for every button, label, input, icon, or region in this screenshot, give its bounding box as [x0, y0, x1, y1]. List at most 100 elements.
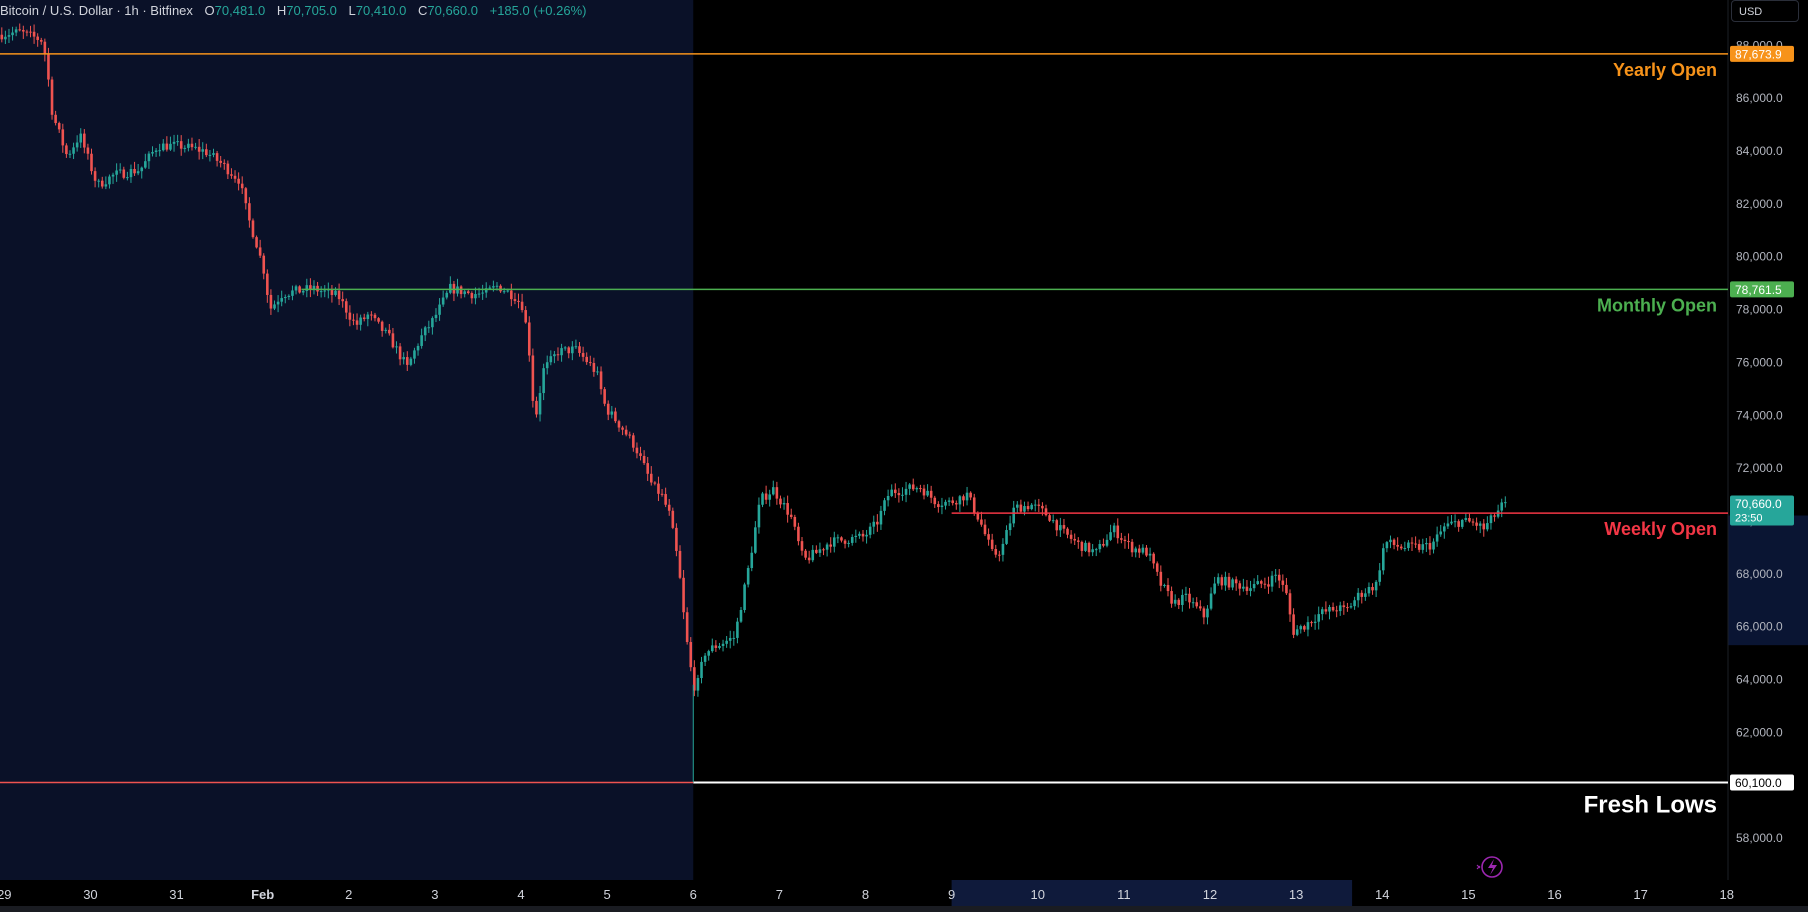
- candle-body: [782, 503, 786, 505]
- candle-body: [642, 455, 646, 464]
- price-tick-label: 82,000.0: [1736, 197, 1783, 211]
- symbol-title[interactable]: Bitcoin / U.S. Dollar · 1h · Bitfinex: [0, 3, 193, 18]
- candle-body: [434, 314, 438, 319]
- candle-body: [725, 640, 728, 644]
- candle-body: [876, 521, 879, 525]
- candle-body: [1188, 593, 1191, 603]
- candle-body: [560, 348, 563, 356]
- candle-body: [1324, 609, 1328, 612]
- candle-body: [1295, 629, 1299, 635]
- candle-body: [1270, 575, 1274, 587]
- candle-body: [1367, 586, 1371, 594]
- low-value: 70,410.0: [355, 3, 407, 18]
- time-tick-label: 2: [345, 887, 352, 902]
- candle-body: [1468, 517, 1471, 522]
- candle-body: [312, 285, 316, 290]
- candle-body: [136, 171, 140, 174]
- candle-body: [165, 143, 169, 150]
- candle-body: [606, 403, 610, 415]
- candle-body: [908, 484, 911, 489]
- candle-body: [1069, 534, 1073, 539]
- candle-body: [194, 146, 197, 148]
- time-tick-label: 11: [1117, 887, 1131, 902]
- candle-body: [1421, 544, 1425, 550]
- current-price-tag: 70,660.0 23:50: [1730, 495, 1794, 526]
- candle-body: [721, 643, 725, 646]
- candle-body: [775, 487, 779, 499]
- price-tick-label: 76,000.0: [1736, 355, 1783, 369]
- candle-body: [492, 286, 495, 288]
- candle-body: [258, 247, 262, 256]
- lightning-icon[interactable]: [1476, 856, 1503, 878]
- candle-body: [291, 290, 294, 296]
- candle-body: [1482, 523, 1486, 530]
- candle-body: [319, 291, 323, 293]
- candle-body: [793, 516, 797, 527]
- candle-body: [1450, 521, 1453, 524]
- candle-body: [1378, 570, 1382, 582]
- time-axis[interactable]: 29 30 31 Feb 2 3 4 5 6 7 8 9 10 11 12 13 14 15 16 17 18: [0, 880, 1734, 906]
- candle-body: [39, 39, 43, 42]
- candle-body: [1356, 592, 1360, 601]
- level-fresh-lows[interactable]: 60,100.0 Fresh Lows: [693, 774, 1794, 819]
- candle-body: [700, 661, 703, 679]
- candle-body: [32, 31, 36, 37]
- time-axis-highlight: [951, 880, 1353, 906]
- candle-body: [556, 354, 560, 356]
- time-tick-label: 4: [517, 887, 524, 902]
- candle-body: [111, 174, 115, 177]
- level-price-tag: [1730, 774, 1794, 791]
- candle-body: [344, 301, 348, 313]
- level-annotation[interactable]: Monthly Open: [1597, 295, 1717, 315]
- candle-body: [506, 290, 510, 292]
- candle-body: [786, 503, 789, 515]
- candle-body: [1181, 594, 1184, 605]
- candle-body: [1389, 539, 1392, 543]
- candle-body: [384, 329, 388, 331]
- candle-body: [179, 141, 183, 149]
- candle-body: [1008, 523, 1012, 531]
- candle-body: [1087, 542, 1091, 553]
- candle-body: [965, 492, 969, 501]
- candle-body: [922, 488, 926, 496]
- candle-body: [388, 329, 391, 334]
- candle-body: [664, 494, 667, 505]
- candle-body: [262, 255, 266, 274]
- candle-body: [632, 435, 635, 448]
- candle-body: [743, 584, 746, 611]
- candle-body: [746, 568, 750, 585]
- candle-body: [255, 237, 258, 248]
- candle-body: [413, 350, 416, 359]
- time-tick-label: 10: [1031, 887, 1045, 902]
- candle-body: [1166, 584, 1170, 592]
- candle-body: [1184, 593, 1188, 595]
- candle-body: [377, 318, 380, 322]
- bottom-scrollbar[interactable]: [0, 906, 1808, 912]
- level-yearly-open[interactable]: 87,673.9 Yearly Open: [0, 45, 1794, 80]
- time-tick-label: 12: [1203, 887, 1217, 902]
- price-tick-label: 68,000.0: [1736, 567, 1783, 581]
- candle-body: [1414, 543, 1417, 545]
- candle-body: [603, 389, 606, 404]
- level-monthly-open[interactable]: 78,761.5 Monthly Open: [301, 281, 1794, 315]
- close-value: 70,660.0: [427, 3, 478, 18]
- level-annotation[interactable]: Yearly Open: [1613, 60, 1717, 80]
- level-annotation[interactable]: Weekly Open: [1604, 519, 1717, 539]
- candle-body: [341, 299, 344, 302]
- candle-body: [323, 290, 327, 292]
- candle-body: [1062, 525, 1066, 529]
- candle-body: [1385, 542, 1389, 549]
- candle-body: [1267, 584, 1270, 587]
- level-annotation[interactable]: Fresh Lows: [1584, 792, 1717, 819]
- candle-body: [865, 534, 868, 537]
- candle-body: [233, 175, 237, 179]
- candle-body: [499, 285, 502, 292]
- high-label: H: [276, 3, 287, 18]
- candle-body: [563, 347, 567, 349]
- candle-body: [1206, 608, 1209, 618]
- candle-body: [25, 31, 29, 33]
- currency-button[interactable]: USD: [1731, 0, 1799, 22]
- candle-body: [283, 296, 287, 299]
- candle-body: [237, 178, 240, 184]
